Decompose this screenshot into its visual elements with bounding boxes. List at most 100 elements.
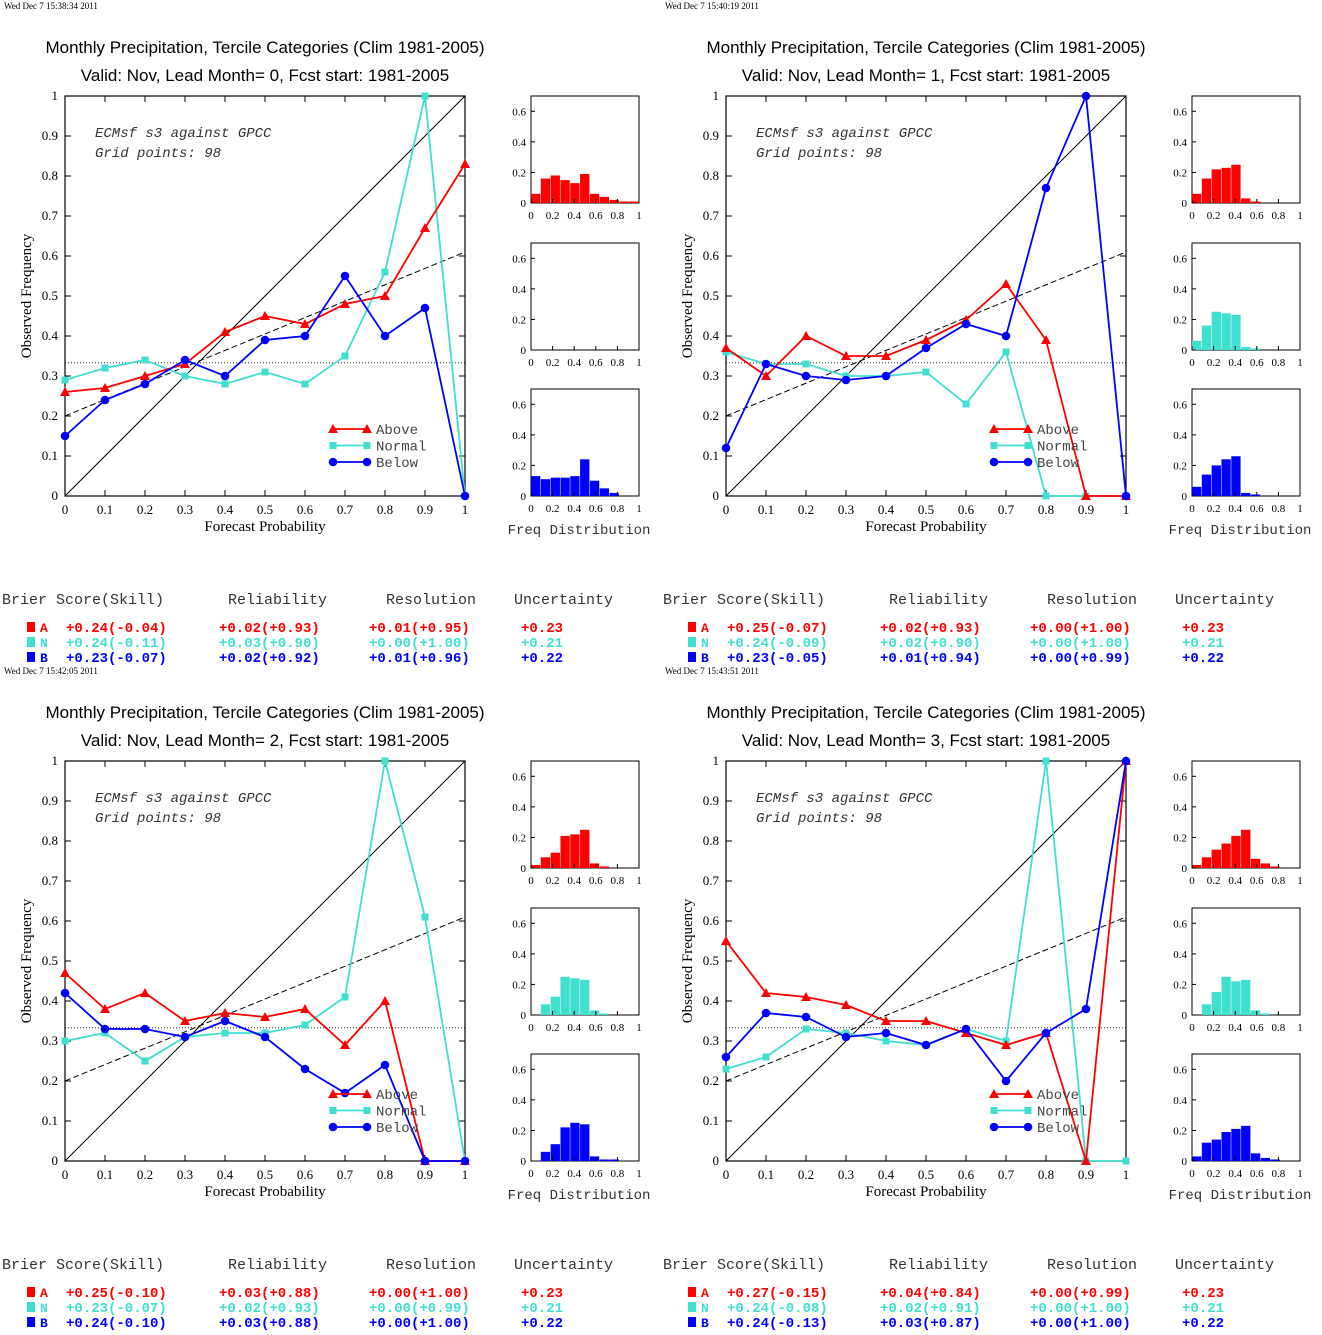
hist-x-tick-label: 0.2	[546, 210, 560, 222]
hist-y-tick-label: 0	[521, 1156, 527, 1168]
histogram-below: 0 0.2 0.4 0.6 0 0.2 0.4 0.6 0.8 1	[512, 388, 642, 515]
table-header: Resolution	[386, 592, 476, 609]
histogram-bar	[531, 864, 541, 868]
series-point-below	[362, 1122, 372, 1132]
histogram-bar	[1260, 863, 1271, 868]
hist-x-tick-label: 0.6	[589, 503, 603, 515]
hist-x-tick-label: 0.6	[1250, 1168, 1264, 1180]
histogram-label: Freq Distribution	[1169, 1188, 1312, 1204]
series-point-below	[1081, 91, 1091, 101]
x-tick-label: 0.1	[97, 1167, 113, 1182]
table-row-letter: A	[40, 1286, 48, 1301]
histogram-bar	[560, 1127, 570, 1161]
y-tick-label: 0	[713, 488, 720, 503]
hist-x-tick-label: 0.2	[1207, 210, 1221, 222]
histogram-frame	[530, 242, 640, 351]
histogram-bar	[619, 201, 629, 203]
annotation-dataset: ECMsf s3 against GPCC	[95, 791, 272, 807]
hist-y-tick-label: 0.4	[512, 284, 526, 296]
series-point-below	[761, 1008, 771, 1018]
histogram-bar	[1250, 348, 1261, 350]
hist-y-tick-label: 0.2	[1173, 832, 1187, 844]
chart-title: Monthly Precipitation, Tercile Categorie…	[706, 703, 1145, 722]
hist-y-tick-label: 0.4	[1173, 802, 1187, 814]
x-axis-label: Forecast Probability	[204, 1184, 326, 1200]
series-point-below	[340, 271, 350, 281]
table-row-swatch	[27, 652, 35, 662]
series-point-below	[1121, 491, 1131, 501]
table-cell: +0.02(+0.93)	[219, 621, 320, 637]
table-header: Reliability	[889, 592, 988, 609]
hist-y-tick-label: 0	[521, 1010, 527, 1022]
table-header: Resolution	[1047, 1257, 1137, 1274]
series-point-below	[801, 1012, 811, 1022]
histogram-bar	[1221, 843, 1231, 868]
x-tick-label: 0.9	[1078, 1167, 1094, 1182]
series-point-normal	[802, 1025, 810, 1033]
histogram-bar	[1201, 325, 1212, 350]
table-row-letter: B	[40, 651, 48, 666]
series-point-normal	[363, 1107, 371, 1114]
hist-x-tick-label: 0.2	[1207, 357, 1221, 369]
annotation-gridpoints: Grid points: 98	[95, 811, 221, 827]
histogram-bar	[550, 477, 560, 496]
series-point-above	[300, 1004, 310, 1013]
histogram-bar	[1241, 198, 1251, 203]
x-tick-label: 0.4	[217, 502, 234, 517]
hist-x-tick-label: 0	[1189, 503, 1195, 515]
series-point-below	[340, 1088, 350, 1098]
series-point-below	[328, 457, 338, 467]
y-tick-label: 0.3	[42, 368, 58, 383]
y-tick-label: 0	[713, 1153, 720, 1168]
x-tick-label: 0.6	[958, 1167, 975, 1182]
x-tick-label: 0.3	[177, 1167, 193, 1182]
chart-subtitle: Valid: Nov, Lead Month= 3, Fcst start: 1…	[742, 731, 1110, 750]
histogram-bar	[629, 201, 639, 203]
histogram-bar	[1211, 169, 1221, 203]
table-cell: +0.01(+0.95)	[369, 621, 470, 637]
series-point-above	[721, 343, 731, 352]
hist-y-tick-label: 0	[521, 198, 527, 210]
histogram-bar	[1250, 1010, 1261, 1015]
y-tick-label: 0.7	[703, 873, 720, 888]
x-tick-label: 0	[62, 502, 69, 517]
hist-x-tick-label: 0.6	[1250, 503, 1264, 515]
chart-subtitle: Valid: Nov, Lead Month= 0, Fcst start: 1…	[81, 66, 449, 85]
x-tick-label: 0.3	[838, 1167, 854, 1182]
histogram-above: 0 0.2 0.4 0.6 0 0.2 0.4 0.6 0.8 1	[512, 760, 642, 887]
x-tick-label: 1	[462, 1167, 469, 1182]
hist-x-tick-label: 0.2	[546, 875, 560, 887]
series-point-above	[300, 319, 310, 328]
hist-y-tick-label: 0	[521, 863, 527, 875]
table-header: Reliability	[228, 1257, 327, 1274]
histogram-above: 0 0.2 0.4 0.6 0 0.2 0.4 0.6 0.8 1	[1173, 760, 1303, 887]
series-point-above	[420, 223, 430, 232]
histogram-bar	[1221, 976, 1231, 1015]
series-line-above	[64, 163, 466, 393]
table-cell: +0.24(-0.13)	[727, 1316, 828, 1330]
hist-y-tick-label: 0.6	[512, 918, 526, 930]
no-skill-line	[725, 251, 1127, 417]
y-tick-label: 0.2	[703, 1073, 719, 1088]
series-point-below	[460, 491, 470, 501]
hist-x-tick-label: 1	[1297, 357, 1303, 369]
series-point-normal	[421, 913, 429, 921]
series-point-below	[1023, 457, 1033, 467]
hist-y-tick-label: 0.6	[512, 1064, 526, 1076]
series-point-above	[841, 351, 851, 360]
x-tick-label: 1	[1123, 502, 1130, 517]
series-point-above	[340, 1040, 350, 1049]
table-row-swatch	[27, 1287, 35, 1297]
y-tick-label: 0.7	[703, 208, 720, 223]
y-tick-label: 0.7	[42, 208, 59, 223]
hist-y-tick-label: 0.6	[1173, 106, 1187, 118]
hist-y-tick-label: 0.6	[512, 253, 526, 265]
series-point-above	[881, 351, 891, 360]
hist-y-tick-label: 0.2	[512, 314, 526, 326]
legend-label: Above	[376, 1088, 418, 1104]
annotation-gridpoints: Grid points: 98	[756, 811, 882, 827]
histogram-bar	[560, 835, 570, 868]
histogram-below: 0 0.2 0.4 0.6 0 0.2 0.4 0.6 0.8 1	[1173, 1053, 1303, 1180]
hist-x-tick-label: 0.8	[611, 503, 625, 515]
hist-x-tick-label: 0	[528, 210, 534, 222]
